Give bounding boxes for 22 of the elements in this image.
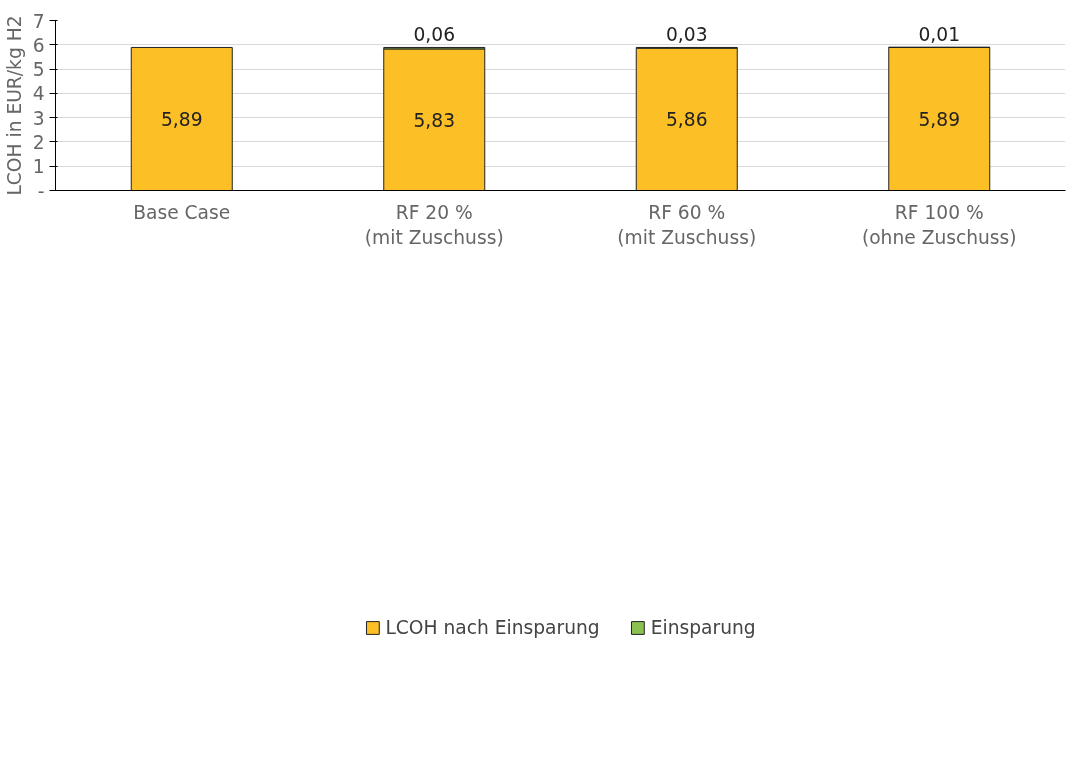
legend-label: LCOH nach Einsparung: [385, 616, 600, 638]
y-tick-label: 1: [32, 156, 45, 178]
x-tick-label: Base Case: [133, 201, 231, 223]
x-tick-label: RF 60 % (mit Zuschuss): [617, 201, 757, 248]
data-label: 5,83: [413, 109, 456, 131]
y-axis-title: LCOH in EUR/kg H2: [3, 15, 25, 196]
y-tick-label: 3: [32, 107, 45, 129]
x-tick-label: RF 100 % (ohne Zuschuss): [861, 201, 1017, 248]
legend-label: Einsparung: [650, 616, 756, 638]
y-tick-label: 7: [32, 10, 45, 32]
y-tick-label: -: [37, 180, 45, 202]
data-label: 0,06: [413, 24, 456, 46]
data-label: 5,89: [160, 108, 203, 130]
data-label: 5,86: [665, 109, 708, 131]
y-tick-label: 6: [32, 34, 45, 56]
y-tick-label: 2: [32, 131, 45, 153]
data-label: 0,01: [918, 24, 961, 46]
data-label: 5,89: [918, 108, 961, 130]
data-label: 0,03: [665, 24, 708, 46]
x-tick-label: RF 20 % (mit Zuschuss): [364, 201, 504, 248]
y-tick-label: 4: [32, 83, 45, 105]
y-tick-label: 5: [32, 59, 45, 81]
